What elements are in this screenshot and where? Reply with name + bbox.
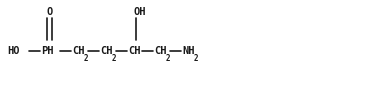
- Text: CH: CH: [100, 45, 113, 56]
- Text: HO: HO: [8, 45, 20, 56]
- Text: PH: PH: [42, 45, 54, 56]
- Text: NH: NH: [182, 45, 195, 56]
- Text: CH: CH: [154, 45, 167, 56]
- Text: OH: OH: [134, 7, 146, 17]
- Text: 2: 2: [84, 54, 89, 63]
- Text: 2: 2: [194, 54, 199, 63]
- Text: CH: CH: [129, 45, 141, 56]
- Text: CH: CH: [72, 45, 85, 56]
- Text: 2: 2: [112, 54, 117, 63]
- Text: 2: 2: [166, 54, 171, 63]
- Text: O: O: [46, 7, 52, 17]
